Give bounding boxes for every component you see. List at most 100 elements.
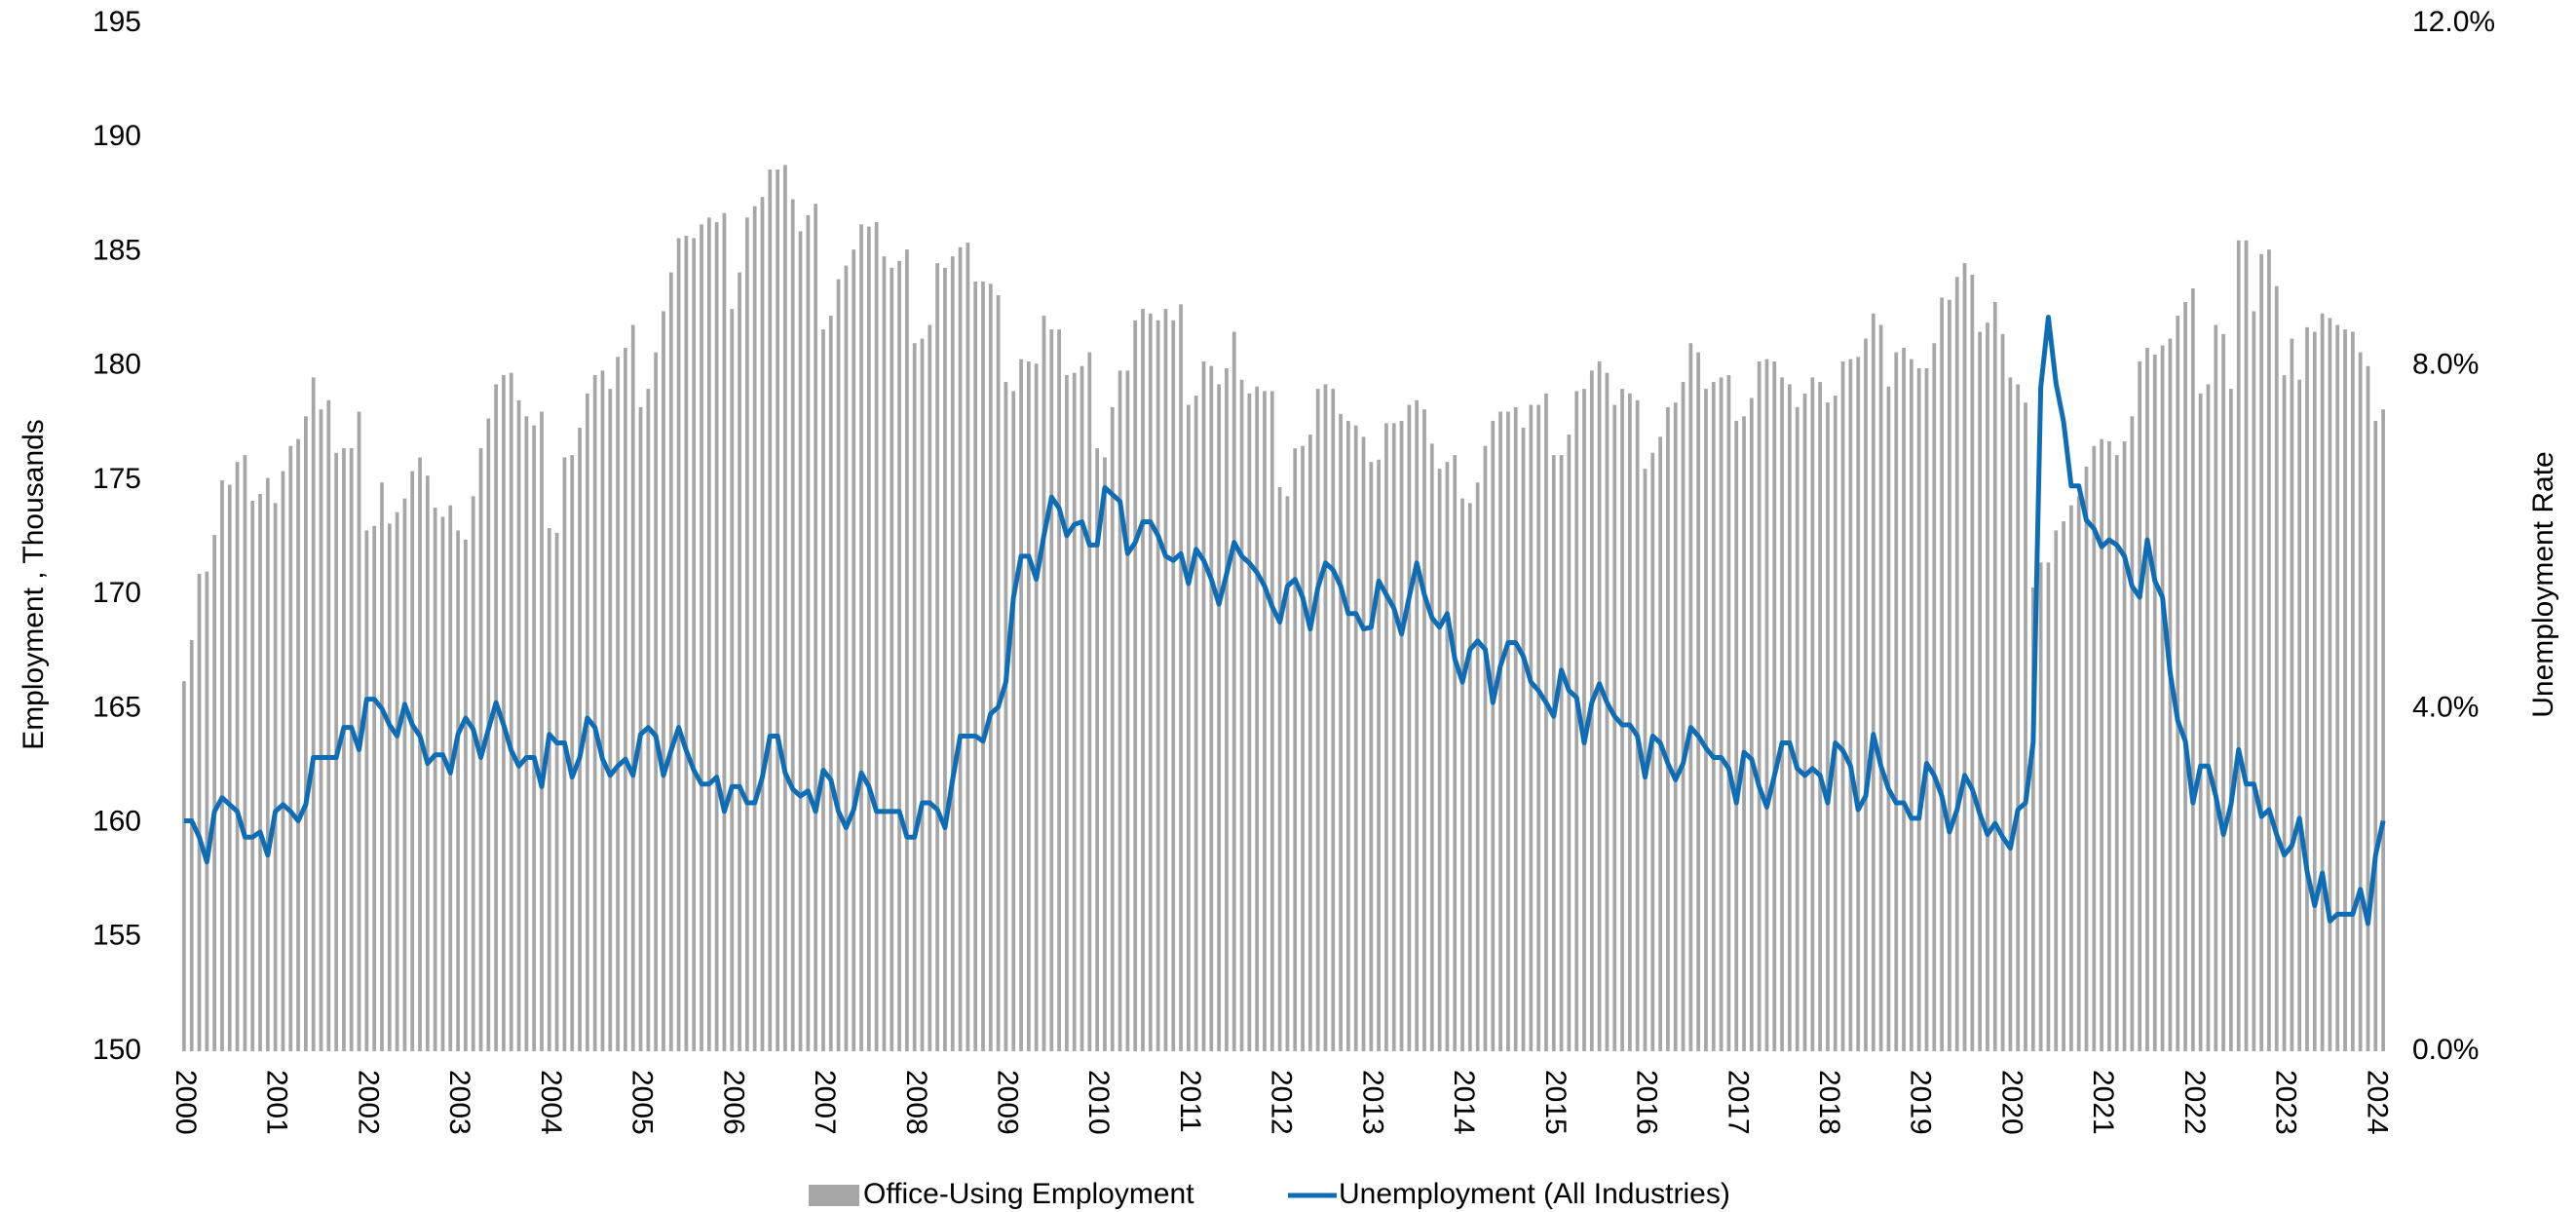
bar (1491, 420, 1496, 1051)
bar (2320, 313, 2325, 1051)
bar (1179, 304, 1183, 1051)
bar (2054, 530, 2059, 1051)
bar (592, 375, 597, 1051)
y-tick-label: 160 (93, 805, 141, 837)
bar (1057, 329, 1061, 1052)
bar (273, 503, 278, 1051)
bar (1339, 413, 1343, 1051)
x-tick-label: 2000 (170, 1070, 202, 1135)
bar (1818, 382, 1823, 1052)
bar (2152, 354, 2157, 1051)
bar (1377, 459, 1382, 1051)
bar (836, 279, 841, 1052)
bar (2244, 240, 2249, 1051)
bar (624, 347, 627, 1051)
bar (2267, 249, 2271, 1052)
bar (2100, 438, 2103, 1051)
bar (1749, 398, 1754, 1051)
bar (2084, 466, 2089, 1051)
bar (2000, 333, 2005, 1051)
bar (1498, 411, 1502, 1051)
legend-label: Office-Using Employment (863, 1178, 1194, 1210)
bar (1125, 370, 1130, 1051)
bar (608, 389, 613, 1052)
bar (2168, 338, 2173, 1051)
bar (890, 267, 894, 1051)
bar (296, 438, 300, 1051)
bar (1788, 384, 1792, 1051)
bar (744, 217, 749, 1051)
x-tick-label: 2014 (1448, 1070, 1480, 1135)
bar (265, 477, 270, 1051)
bar (1840, 360, 1845, 1051)
bar (1255, 386, 1260, 1051)
bar (1483, 445, 1488, 1051)
bar (1103, 457, 1107, 1051)
bar (1095, 448, 1100, 1052)
bar (1597, 360, 1602, 1051)
bar (227, 484, 232, 1052)
bar (2259, 253, 2264, 1051)
bar (981, 281, 985, 1051)
bar (2312, 331, 2317, 1051)
bar (859, 224, 863, 1052)
bar (1856, 357, 1861, 1051)
bar (372, 525, 377, 1051)
bar (776, 170, 779, 1052)
bar (2290, 338, 2294, 1051)
bar (258, 493, 262, 1051)
bar (1772, 360, 1777, 1051)
bar (1978, 331, 1983, 1051)
bar (844, 265, 849, 1051)
bar (1810, 377, 1815, 1051)
bar (783, 165, 787, 1051)
bar (281, 471, 285, 1051)
bar (1688, 343, 1693, 1051)
bar (2183, 302, 2187, 1051)
x-tick-label: 2008 (900, 1070, 932, 1135)
bar (1962, 263, 1967, 1052)
bar (1239, 379, 1244, 1051)
y-tick-label: 165 (93, 691, 141, 723)
bar (2274, 285, 2279, 1052)
bar (1871, 313, 1875, 1051)
bar (738, 272, 741, 1051)
bar (2130, 416, 2135, 1051)
bar (912, 343, 917, 1051)
bar (1948, 299, 1951, 1052)
bar (2297, 379, 2302, 1051)
y-tick-label: 150 (93, 1034, 141, 1066)
bar (1163, 309, 1168, 1051)
bar (852, 249, 856, 1052)
x-tick-label: 2020 (1995, 1070, 2027, 1135)
bar (1353, 425, 1358, 1052)
x-tick-label: 2021 (2087, 1070, 2119, 1135)
bar (205, 571, 209, 1051)
y-tick-label: 185 (93, 234, 141, 266)
x-tick-label: 2003 (443, 1070, 475, 1135)
bar (1361, 436, 1366, 1051)
bar (1864, 338, 1868, 1051)
bar (1902, 347, 1906, 1051)
bar (2030, 587, 2035, 1051)
bar (798, 231, 803, 1051)
bar (570, 455, 575, 1052)
y-axis-title: Employment , Thousands (18, 419, 50, 750)
bar (2229, 389, 2233, 1052)
bar (1118, 370, 1122, 1051)
bar (387, 523, 392, 1051)
y2-axis-title: Unemployment Rate (2527, 451, 2559, 717)
y2-tick-label: 4.0% (2412, 691, 2479, 723)
bar (326, 399, 331, 1051)
bar (509, 372, 513, 1051)
bar (471, 496, 475, 1051)
bar (973, 281, 978, 1051)
bar (966, 243, 970, 1052)
bar (1148, 313, 1153, 1051)
legend-label: Unemployment (All Industries) (1339, 1178, 1730, 1210)
bar (2114, 455, 2119, 1052)
bar (2160, 345, 2165, 1052)
bar (1231, 331, 1236, 1051)
bar (1559, 455, 1564, 1052)
